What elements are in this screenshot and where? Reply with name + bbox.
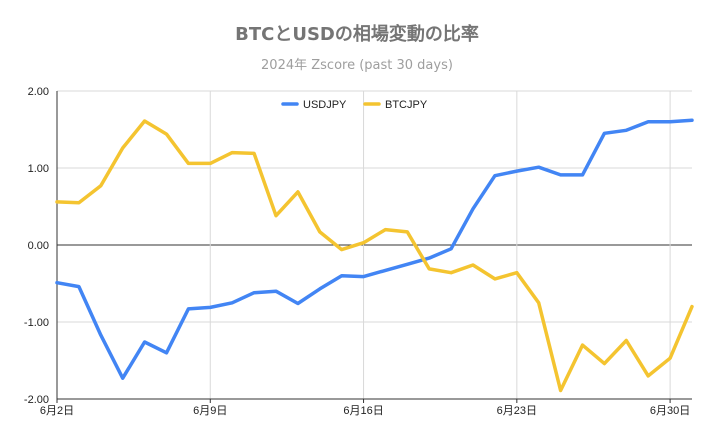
- y-tick-label: 2.00: [28, 86, 49, 98]
- series-line-btcjpy: [55, 119, 694, 393]
- legend-label-btcjpy: BTCJPY: [385, 99, 428, 111]
- chart-subtitle: 2024年 Zscore (past 30 days): [261, 58, 453, 73]
- y-tick-label: 0.00: [28, 240, 49, 252]
- y-tick-label: -1.00: [24, 317, 49, 329]
- legend-label-usdjpy: USDJPY: [303, 99, 347, 111]
- x-tick-label: 6月2日: [40, 405, 74, 417]
- y-tick-label: 1.00: [28, 163, 49, 175]
- x-tick-label: 6月16日: [343, 405, 383, 417]
- chart-title: BTCとUSDの相場変動の比率: [235, 24, 479, 45]
- x-tick-label: 6月23日: [497, 405, 537, 417]
- x-tick-label: 6月30日: [650, 405, 690, 417]
- x-tick-label: 6月9日: [193, 405, 227, 417]
- y-tick-label: -2.00: [24, 394, 49, 406]
- series-line-usdjpy: [55, 118, 694, 380]
